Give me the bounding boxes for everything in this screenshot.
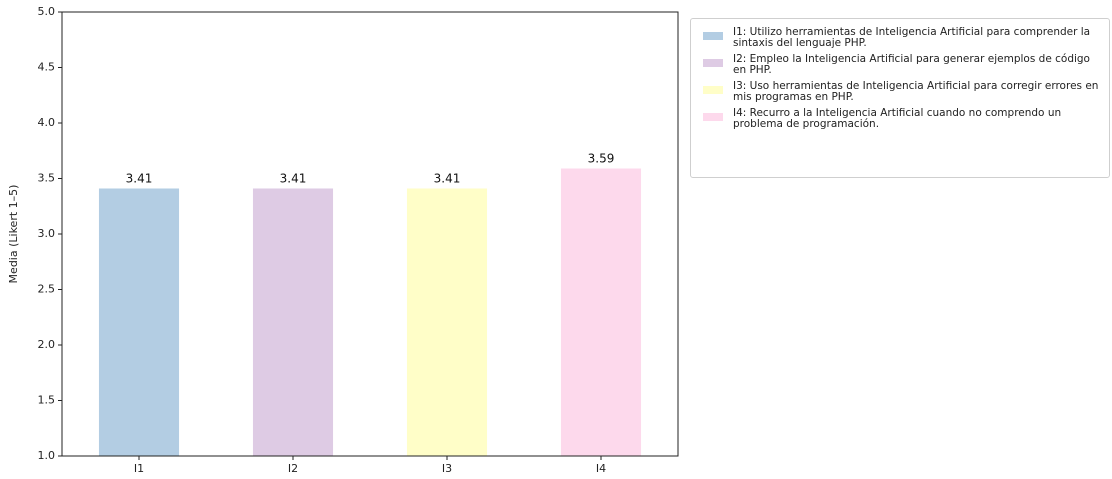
legend-swatch [703, 59, 723, 67]
legend-item: I4: Recurro a la Inteligencia Artificial… [703, 108, 1103, 130]
y-axis-label: Media (Likert 1–5) [7, 185, 20, 284]
bar [252, 188, 334, 457]
legend-label: I2: Empleo la Inteligencia Artificial pa… [733, 53, 1090, 76]
y-tick-label: 3.0 [38, 227, 56, 240]
bar-value-label: 3.59 [588, 152, 615, 166]
legend-item: I1: Utilizo herramientas de Inteligencia… [703, 27, 1103, 49]
x-tick-label: I2 [288, 462, 298, 475]
y-axis-ticks: 1.0 1.5 2.0 2.5 3.0 3.5 4.0 4.5 5.0 [38, 5, 62, 462]
legend-swatch [703, 32, 723, 40]
x-tick-label: I1 [134, 462, 144, 475]
legend-label: I1: Utilizo herramientas de Inteligencia… [733, 26, 1091, 49]
bar [406, 188, 488, 457]
plot-frame [61, 11, 679, 457]
y-tick-label: 1.0 [38, 449, 56, 462]
y-tick-label: 2.0 [38, 338, 56, 351]
bar [560, 168, 642, 456]
legend-item: I2: Empleo la Inteligencia Artificial pa… [703, 54, 1103, 76]
bar [98, 188, 180, 457]
bars: 3.41 3.41 3.41 3.59 [98, 152, 642, 457]
legend-label: I3: Uso herramientas de Inteligencia Art… [733, 80, 1099, 103]
y-tick-label: 2.5 [38, 283, 56, 296]
x-axis-ticks: I1 I2 I3 I4 [134, 456, 606, 475]
bar-value-label: 3.41 [126, 171, 153, 185]
bar-chart: 1.01.52.02.53.03.54.04.55.0 3.41 3.41 3.41… [7, 5, 679, 475]
legend-swatch [703, 86, 723, 94]
y-tick-label: 5.0 [38, 5, 56, 18]
legend: I1: Utilizo herramientas de Inteligencia… [690, 18, 1110, 178]
x-tick-label: I4 [596, 462, 606, 475]
y-tick-label: 4.0 [38, 116, 56, 129]
bar-value-label: 3.41 [280, 171, 307, 185]
legend-item: I3: Uso herramientas de Inteligencia Art… [703, 81, 1103, 103]
legend-label: I4: Recurro a la Inteligencia Artificial… [733, 107, 1062, 130]
x-tick-label: I3 [442, 462, 452, 475]
y-tick-label: 3.5 [38, 172, 56, 185]
y-tick-label: 4.5 [38, 61, 56, 74]
legend-swatch [703, 113, 723, 121]
bar-value-label: 3.41 [434, 171, 461, 185]
y-tick-label: 1.5 [38, 394, 56, 407]
